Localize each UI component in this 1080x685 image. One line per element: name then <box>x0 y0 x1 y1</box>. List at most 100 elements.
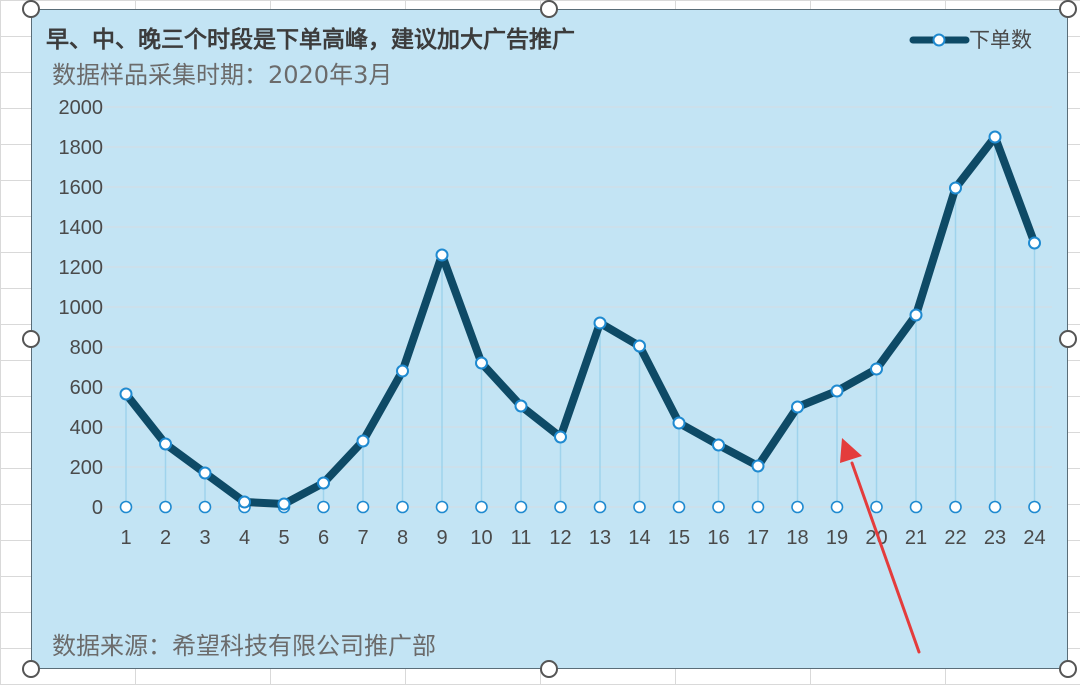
data-point <box>317 476 330 490</box>
data-point <box>949 181 962 195</box>
chart-title: 早、中、晚三个时段是下单高峰，建议加大广告推广 <box>46 26 575 53</box>
baseline-marker <box>317 500 330 514</box>
baseline-marker <box>633 500 646 514</box>
data-point <box>751 459 765 473</box>
gridlines <box>100 106 1052 508</box>
x-tick-label: 9 <box>436 527 447 549</box>
data-point <box>712 438 725 452</box>
resize-handle-top-left[interactable] <box>22 0 40 18</box>
baseline-marker <box>593 500 607 514</box>
resize-handle-bottom-left[interactable] <box>22 660 40 678</box>
data-point <box>277 497 291 511</box>
baseline-marker <box>949 500 962 514</box>
data-point <box>593 316 607 330</box>
resize-handle-top-right[interactable] <box>1059 0 1077 18</box>
resize-handle-middle-left[interactable] <box>22 330 40 348</box>
x-tick-label: 10 <box>470 527 492 549</box>
resize-handle-bottom-center[interactable] <box>540 660 558 678</box>
baseline-marker <box>435 500 449 514</box>
data-point <box>672 416 686 430</box>
x-tick-label: 22 <box>944 527 966 549</box>
baseline-marker <box>356 500 370 514</box>
baseline-markers <box>119 500 1041 514</box>
data-point <box>1028 236 1041 250</box>
x-tick-label: 18 <box>786 527 808 549</box>
data-point <box>514 399 528 413</box>
baseline-marker <box>119 500 133 514</box>
data-point <box>830 384 844 398</box>
x-tick-label: 4 <box>239 527 250 549</box>
x-tick-label: 3 <box>199 527 210 549</box>
baseline-marker <box>988 500 1002 514</box>
y-tick-label: 1400 <box>59 217 104 239</box>
legend-label: 下单数 <box>969 28 1032 52</box>
y-tick-label: 400 <box>70 417 103 439</box>
y-tick-label: 1200 <box>59 257 104 279</box>
baseline-marker <box>909 500 923 514</box>
legend-marker-swatch <box>932 33 946 47</box>
x-tick-label: 12 <box>549 527 571 549</box>
chart-subtitle: 数据样品采集时期：2020年3月 <box>52 61 392 89</box>
annotation-arrow <box>840 438 921 654</box>
arrow-shaft <box>850 461 921 654</box>
data-point <box>435 248 449 262</box>
x-tick-label: 8 <box>397 527 408 549</box>
data-point <box>238 495 251 509</box>
data-point <box>988 130 1002 144</box>
series-line <box>122 133 1039 508</box>
resize-handle-bottom-right[interactable] <box>1059 660 1077 678</box>
baseline-marker <box>159 500 172 514</box>
x-tick-label: 23 <box>984 527 1006 549</box>
baseline-marker <box>712 500 725 514</box>
x-tick-label: 14 <box>628 527 650 549</box>
x-tick-label: 15 <box>668 527 690 549</box>
data-point <box>633 339 646 353</box>
data-point <box>870 362 883 376</box>
y-tick-label: 2000 <box>59 97 104 119</box>
data-point <box>396 364 409 378</box>
resize-handle-middle-right[interactable] <box>1059 330 1077 348</box>
series-markers <box>119 130 1041 511</box>
x-tick-label: 16 <box>707 527 729 549</box>
baseline-marker <box>830 500 844 514</box>
y-tick-label: 600 <box>70 377 103 399</box>
x-tick-label: 21 <box>905 527 927 549</box>
x-axis-ticks: 1 2 3 4 5 6 7 8 9 10 11 12 13 14 15 16 17 18 19 20 21 22 23 24 <box>120 527 1045 549</box>
baseline-marker <box>396 500 409 514</box>
data-point <box>554 430 567 444</box>
baseline-marker <box>198 500 212 514</box>
y-tick-label: 1600 <box>59 177 104 199</box>
baseline-marker <box>791 500 804 514</box>
x-tick-label: 7 <box>357 527 368 549</box>
x-tick-label: 1 <box>120 527 131 549</box>
data-point <box>159 437 172 451</box>
y-tick-label: 200 <box>70 457 103 479</box>
arrow-head <box>840 438 862 463</box>
y-tick-label: 800 <box>70 337 103 359</box>
x-tick-label: 2 <box>160 527 171 549</box>
baseline-marker <box>672 500 686 514</box>
data-point <box>475 356 488 370</box>
y-tick-label: 0 <box>92 497 103 519</box>
data-point <box>909 308 923 322</box>
y-axis-ticks: 0 200 400 600 800 1000 1200 1400 1600 1800 2000 <box>59 97 104 519</box>
x-tick-label: 19 <box>826 527 848 549</box>
data-point <box>791 400 804 414</box>
x-tick-label: 11 <box>511 527 532 549</box>
baseline-marker <box>751 500 765 514</box>
baseline-marker <box>870 500 883 514</box>
x-tick-label: 24 <box>1023 527 1045 549</box>
data-point <box>119 387 133 401</box>
y-tick-label: 1000 <box>59 297 104 319</box>
data-point <box>198 466 212 480</box>
baseline-marker <box>554 500 567 514</box>
legend[interactable]: 下单数 <box>909 28 1032 52</box>
baseline-marker <box>514 500 528 514</box>
x-tick-label: 5 <box>278 527 289 549</box>
x-tick-label: 13 <box>589 527 611 549</box>
x-tick-label: 17 <box>747 527 769 549</box>
data-point <box>356 434 370 448</box>
resize-handle-top-center[interactable] <box>540 0 558 18</box>
x-tick-label: 6 <box>318 527 329 549</box>
